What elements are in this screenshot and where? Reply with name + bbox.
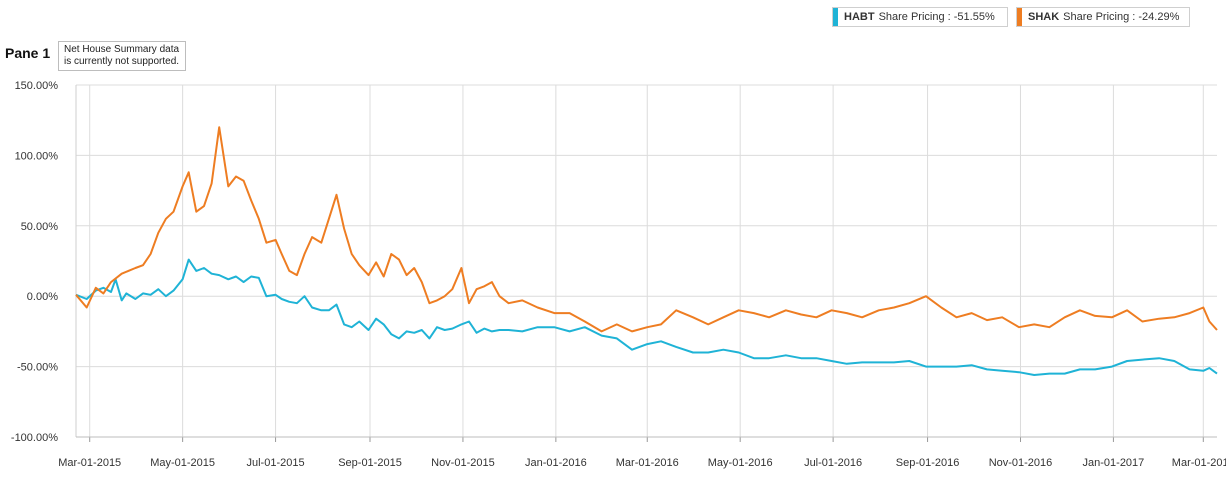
series-line-shak[interactable] bbox=[75, 126, 1218, 333]
y-tick-label: -50.00% bbox=[17, 362, 58, 374]
x-tick-label: Jan-01-2016 bbox=[525, 457, 587, 469]
x-tick-label: Nov-01-2016 bbox=[989, 457, 1053, 469]
series-line-habt[interactable] bbox=[75, 258, 1218, 376]
y-tick-label: 50.00% bbox=[21, 221, 59, 233]
x-tick-label: Mar-01-2016 bbox=[616, 457, 679, 469]
y-tick-label: 150.00% bbox=[15, 80, 59, 92]
legend-swatch-habt bbox=[833, 8, 838, 26]
x-tick-label: Nov-01-2015 bbox=[431, 457, 495, 469]
x-tick-label: Sep-01-2016 bbox=[896, 457, 960, 469]
x-tick-label: Mar-01-2017 bbox=[1172, 457, 1226, 469]
axes: 150.00% 100.00% 50.00% 0.00% -50.00% -100.00%… bbox=[11, 80, 1226, 469]
grid-lines bbox=[76, 84, 1217, 438]
legend-swatch-shak bbox=[1017, 8, 1022, 26]
legend-item-habt[interactable]: HABT Share Pricing : -51.55% bbox=[832, 7, 1008, 27]
series-lines bbox=[75, 126, 1218, 376]
y-tick-label: 100.00% bbox=[15, 150, 59, 162]
legend-label-habt: Share Pricing : -51.55% bbox=[878, 11, 995, 23]
legend-item-shak[interactable]: SHAK Share Pricing : -24.29% bbox=[1016, 7, 1190, 27]
legend-label-shak: Share Pricing : -24.29% bbox=[1063, 11, 1180, 23]
x-tick-label: May-01-2015 bbox=[150, 457, 215, 469]
pane-title: Pane 1 bbox=[5, 45, 51, 61]
x-tick-label: May-01-2016 bbox=[708, 457, 773, 469]
x-tick-label: Sep-01-2015 bbox=[338, 457, 402, 469]
y-tick-label: -100.00% bbox=[11, 432, 58, 444]
legend-symbol-shak: SHAK bbox=[1028, 11, 1060, 23]
pane-note: Net House Summary data is currently not … bbox=[58, 41, 186, 71]
legend-symbol-habt: HABT bbox=[844, 11, 875, 23]
x-tick-label: Jul-01-2015 bbox=[247, 457, 305, 469]
y-tick-label: 0.00% bbox=[27, 291, 58, 303]
x-tick-label: Jan-01-2017 bbox=[1083, 457, 1145, 469]
x-tick-label: Mar-01-2015 bbox=[58, 457, 121, 469]
x-tick-label: Jul-01-2016 bbox=[804, 457, 862, 469]
